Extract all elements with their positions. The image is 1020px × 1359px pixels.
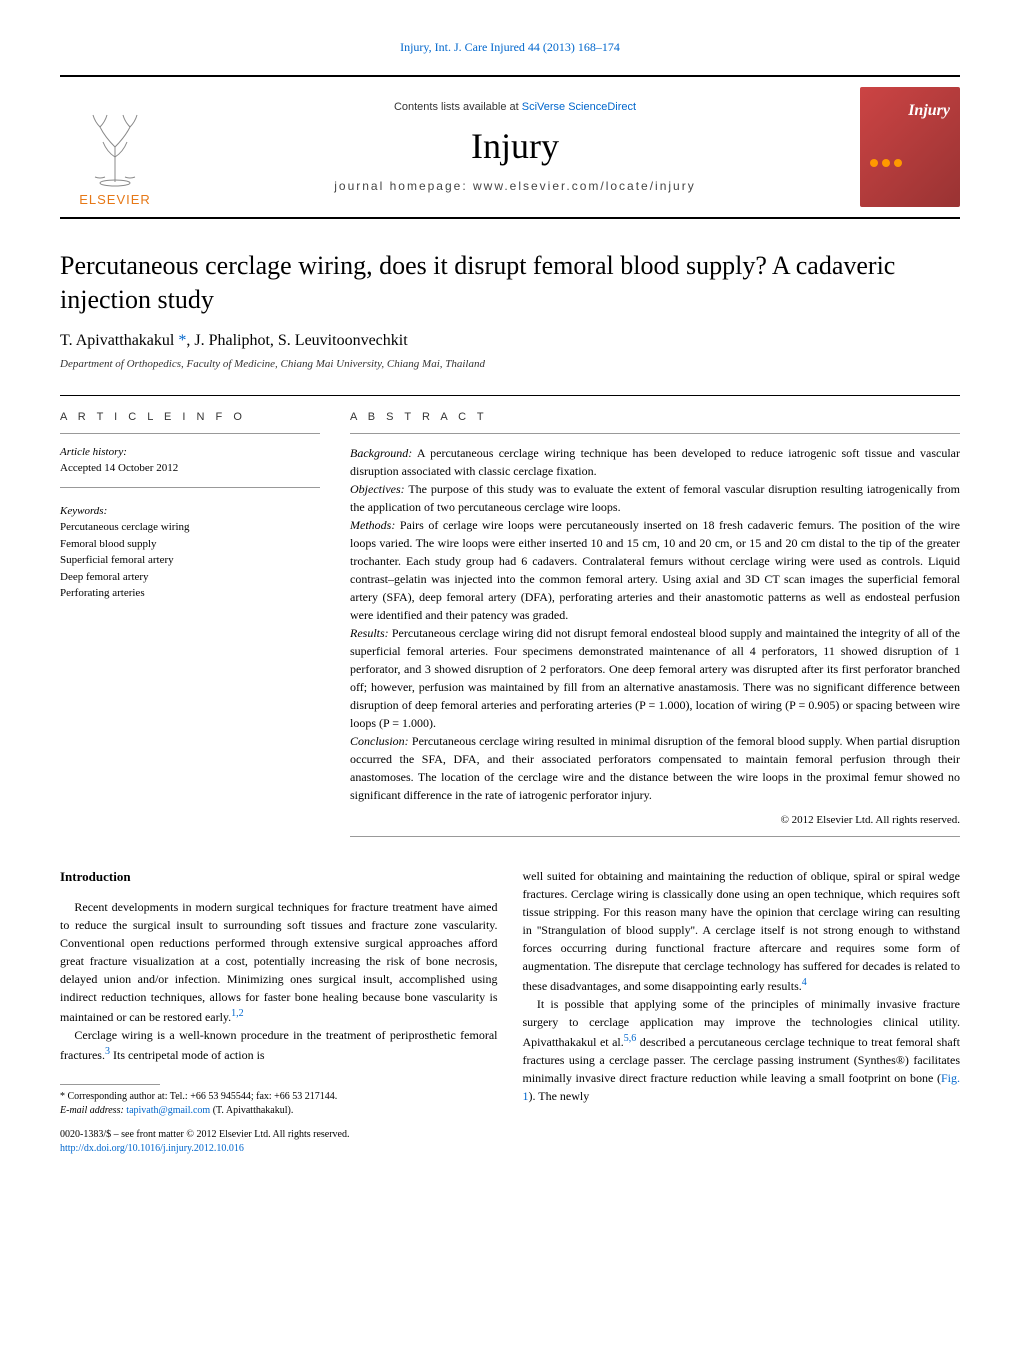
abs-methods: Pairs of cerlage wire loops were percuta… xyxy=(350,518,960,622)
ref-link[interactable]: 5,6 xyxy=(624,1033,637,1044)
footnote-separator xyxy=(60,1084,160,1085)
email-suffix: (T. Apivatthakakul). xyxy=(210,1105,293,1116)
copyright: © 2012 Elsevier Ltd. All rights reserved… xyxy=(350,814,960,826)
body-col-right: well suited for obtaining and maintainin… xyxy=(523,867,961,1157)
abstract-col: A B S T R A C T Background: A percutaneo… xyxy=(350,411,960,837)
abs-methods-label: Methods: xyxy=(350,518,395,532)
article-title: Percutaneous cerclage wiring, does it di… xyxy=(60,249,960,317)
abstract-text: Background: A percutaneous cerclage wiri… xyxy=(350,444,960,804)
authors-line: T. Apivatthakakul *, J. Phaliphot, S. Le… xyxy=(60,332,960,350)
accepted-date: Accepted 14 October 2012 xyxy=(60,462,178,474)
elsevier-tree-icon xyxy=(75,107,155,187)
header-citation: Injury, Int. J. Care Injured 44 (2013) 1… xyxy=(60,40,960,55)
ref-link[interactable]: 1,2 xyxy=(231,1008,244,1019)
abs-objectives-label: Objectives: xyxy=(350,482,405,496)
homepage-line: journal homepage: www.elsevier.com/locat… xyxy=(170,179,860,193)
abs-background-label: Background: xyxy=(350,446,412,460)
para-text: ). The newly xyxy=(529,1089,590,1103)
doi-link[interactable]: http://dx.doi.org/10.1016/j.injury.2012.… xyxy=(60,1143,244,1154)
cover-title: Injury xyxy=(908,102,950,120)
email-link[interactable]: tapivath@gmail.com xyxy=(126,1105,210,1116)
keyword-item: Femoral blood supply xyxy=(60,536,320,553)
article-info: Article history: Accepted 14 October 201… xyxy=(60,444,320,602)
abs-objectives: The purpose of this study was to evaluat… xyxy=(350,482,960,514)
abs-conclusion-label: Conclusion: xyxy=(350,734,409,748)
body-paragraph: Recent developments in modern surgical t… xyxy=(60,898,498,1026)
affiliation: Department of Orthopedics, Faculty of Me… xyxy=(60,358,960,370)
abs-results-label: Results: xyxy=(350,626,389,640)
page-container: Injury, Int. J. Care Injured 44 (2013) 1… xyxy=(0,0,1020,1196)
divider xyxy=(60,433,320,434)
elsevier-logo: ELSEVIER xyxy=(60,87,170,207)
para-text: well suited for obtaining and maintainin… xyxy=(523,869,961,993)
corresponding-star-link[interactable]: * xyxy=(178,332,186,349)
keywords-label: Keywords: xyxy=(60,503,320,520)
contents-prefix: Contents lists available at xyxy=(394,101,522,113)
abstract-label: A B S T R A C T xyxy=(350,411,960,423)
abs-conclusion: Percutaneous cerclage wiring resulted in… xyxy=(350,734,960,802)
journal-header: ELSEVIER Contents lists available at Sci… xyxy=(60,75,960,219)
sciencedirect-link[interactable]: SciVerse ScienceDirect xyxy=(522,101,636,113)
body-columns: Introduction Recent developments in mode… xyxy=(60,867,960,1157)
corresponding-author: * Corresponding author at: Tel.: +66 53 … xyxy=(60,1090,498,1104)
email-line: E-mail address: tapivath@gmail.com (T. A… xyxy=(60,1104,498,1118)
body-paragraph: well suited for obtaining and maintainin… xyxy=(523,867,961,995)
ref-link[interactable]: 4 xyxy=(802,977,807,988)
para-text: Recent developments in modern surgical t… xyxy=(60,900,498,1024)
cover-dots-icon xyxy=(870,159,902,167)
contents-line: Contents lists available at SciVerse Sci… xyxy=(170,101,860,113)
homepage-prefix: journal homepage: xyxy=(334,179,473,193)
abs-results: Percutaneous cerclage wiring did not dis… xyxy=(350,626,960,730)
issn-line: 0020-1383/$ – see front matter © 2012 El… xyxy=(60,1128,498,1142)
body-paragraph: It is possible that applying some of the… xyxy=(523,995,961,1105)
metadata-row: A R T I C L E I N F O Article history: A… xyxy=(60,395,960,837)
keyword-item: Superficial femoral artery xyxy=(60,552,320,569)
header-center: Contents lists available at SciVerse Sci… xyxy=(170,101,860,193)
para-text: Its centripetal mode of action is xyxy=(110,1048,265,1062)
journal-name: Injury xyxy=(170,125,860,167)
footnote-block: * Corresponding author at: Tel.: +66 53 … xyxy=(60,1090,498,1156)
journal-cover: Injury xyxy=(860,87,960,207)
history-label: Article history: xyxy=(60,446,127,458)
divider xyxy=(350,433,960,434)
email-label: E-mail address: xyxy=(60,1105,126,1116)
body-col-left: Introduction Recent developments in mode… xyxy=(60,867,498,1157)
abs-background: A percutaneous cerclage wiring technique… xyxy=(350,446,960,478)
homepage-url[interactable]: www.elsevier.com/locate/injury xyxy=(473,179,696,193)
keyword-item: Percutaneous cerclage wiring xyxy=(60,519,320,536)
elsevier-text: ELSEVIER xyxy=(79,192,151,207)
intro-heading: Introduction xyxy=(60,867,498,887)
divider xyxy=(60,487,320,488)
keyword-item: Deep femoral artery xyxy=(60,569,320,586)
divider xyxy=(350,836,960,837)
article-info-col: A R T I C L E I N F O Article history: A… xyxy=(60,411,320,837)
article-info-label: A R T I C L E I N F O xyxy=(60,411,320,423)
body-paragraph: Cerclage wiring is a well-known procedur… xyxy=(60,1026,498,1064)
keyword-item: Perforating arteries xyxy=(60,585,320,602)
